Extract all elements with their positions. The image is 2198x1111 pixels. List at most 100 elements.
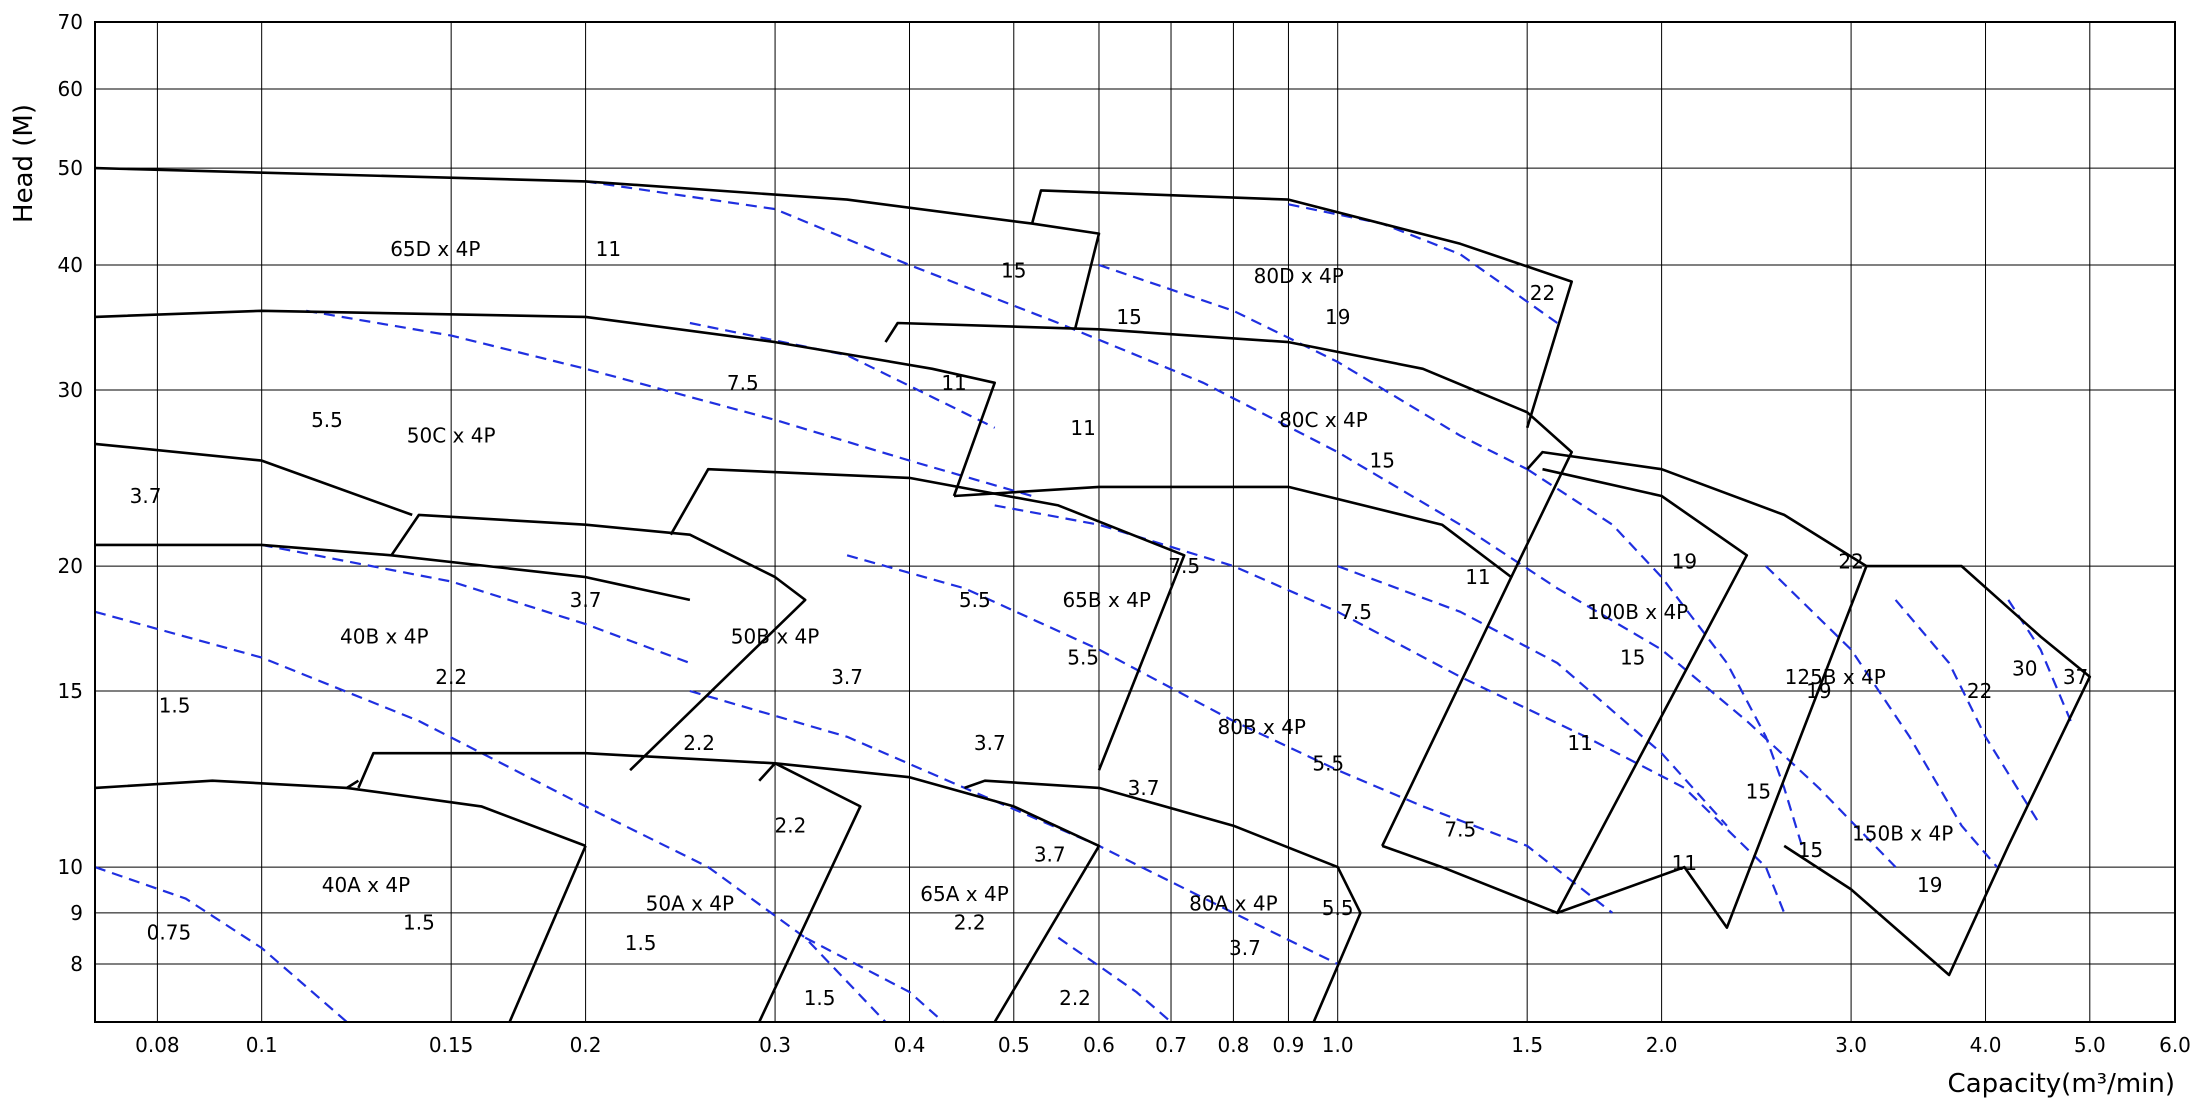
model-label: 80B x 4P	[1217, 715, 1306, 739]
region-80c-x-4p	[954, 323, 1572, 577]
power-label: 30	[2012, 656, 2037, 680]
region-boundary	[94, 779, 360, 790]
x-tick-label: 6.0	[2159, 1033, 2191, 1057]
power-label: 3.7	[974, 731, 1006, 755]
power-label: 22	[1967, 679, 1992, 703]
power-label: 22	[1530, 281, 1555, 305]
power-label: 3.7	[570, 588, 602, 612]
y-tick-label: 8	[70, 952, 83, 976]
y-tick-label: 30	[58, 378, 83, 402]
power-label: 15	[1116, 305, 1141, 329]
power-label: 3.7	[1229, 936, 1261, 960]
model-label: 50C x 4P	[407, 424, 496, 448]
power-line	[1765, 565, 1998, 868]
power-label: 19	[1806, 679, 1831, 703]
x-tick-label: 0.15	[429, 1033, 474, 1057]
power-label: 5.5	[1322, 896, 1354, 920]
region-50b-x-4p	[412, 469, 1184, 770]
power-label: 37	[2063, 665, 2088, 689]
region-boundary	[357, 751, 862, 1023]
power-label: 19	[1672, 550, 1697, 574]
region-boundary	[669, 467, 1186, 771]
power-label: 11	[1567, 731, 1592, 755]
x-axis-title: Capacity(m³/min)	[1948, 1069, 2175, 1099]
power-label: 3.7	[130, 484, 162, 508]
model-label: 65B x 4P	[1062, 588, 1151, 612]
power-line	[846, 554, 1614, 914]
y-tick-label: 60	[58, 77, 83, 101]
y-axis-title: Head (M)	[9, 104, 39, 223]
region-boundary	[884, 321, 1573, 578]
power-label: 7.5	[1340, 600, 1372, 624]
power-label: 15	[1798, 838, 1823, 862]
power-line	[1894, 599, 2042, 827]
power-line	[1288, 203, 1558, 324]
power-label: 2.2	[435, 665, 467, 689]
power-label: 2.2	[683, 731, 715, 755]
power-label: 3.7	[1128, 776, 1160, 800]
power-label: 5.5	[1312, 751, 1344, 775]
y-tick-label: 10	[58, 855, 83, 879]
power-label: 0.75	[147, 921, 192, 945]
power-label: 1.5	[403, 911, 435, 935]
model-label: 80A x 4P	[1189, 891, 1277, 915]
x-tick-label: 0.9	[1273, 1033, 1305, 1057]
power-label: 11	[596, 237, 621, 261]
y-tick-label: 15	[58, 679, 83, 703]
power-line	[585, 180, 1897, 868]
power-label: 5.5	[311, 408, 343, 432]
region-50a-x-4p	[358, 753, 860, 1022]
region-boundary	[390, 513, 807, 772]
x-tick-label: 0.3	[759, 1033, 791, 1057]
power-line	[94, 866, 348, 1023]
power-label: 11	[1070, 416, 1095, 440]
x-tick-label: 1.5	[1511, 1033, 1543, 1057]
region-boundary	[508, 845, 587, 1023]
region-65b-x-4p	[1058, 487, 1511, 846]
power-label: 15	[1746, 780, 1771, 804]
model-label: 80C x 4P	[1279, 408, 1368, 432]
power-line	[94, 610, 887, 1023]
power-label: 1.5	[159, 694, 191, 718]
power-label: 7.5	[727, 371, 759, 395]
grid	[95, 21, 2176, 1022]
power-label: 2.2	[954, 911, 986, 935]
model-label: 100B x 4P	[1587, 600, 1688, 624]
tick-labels: 0.08 0.1 0.15 0.2 0.3 0.4 0.5 0.6 0.7 0.8 0.9 1.0 1.…	[58, 10, 2191, 1057]
power-label: 22	[1838, 550, 1863, 574]
chart-labels: 65D x 4P 80D x 4P 50C x 4P 80C x 4P 40B x 4P…	[130, 237, 2089, 1010]
power-line	[261, 543, 691, 665]
model-label: 40B x 4P	[340, 625, 429, 649]
x-tick-label: 0.6	[1083, 1033, 1115, 1057]
power-line	[1337, 565, 1728, 827]
x-tick-label: 5.0	[2074, 1033, 2106, 1057]
y-tick-label: 40	[58, 253, 83, 277]
power-label: 5.5	[959, 588, 991, 612]
power-label: 19	[1325, 305, 1350, 329]
power-line	[1526, 468, 1803, 847]
model-label: 80D x 4P	[1254, 264, 1344, 288]
power-label: 1.5	[625, 931, 657, 955]
region-boundaries	[94, 166, 2092, 1023]
x-tick-label: 0.4	[894, 1033, 926, 1057]
y-tick-label: 50	[58, 156, 83, 180]
x-tick-label: 1.0	[1322, 1033, 1354, 1057]
region-80d-x-4p	[1032, 190, 1572, 427]
region-boundary	[94, 442, 413, 517]
power-line	[689, 689, 1339, 965]
region-boundary	[1526, 450, 2092, 977]
power-label: 2.2	[1059, 986, 1091, 1010]
x-tick-label: 0.2	[570, 1033, 602, 1057]
y-tick-label: 20	[58, 554, 83, 578]
region-boundary	[95, 543, 691, 602]
x-tick-label: 3.0	[1835, 1033, 1867, 1057]
power-label: 11	[1465, 565, 1490, 589]
power-line	[1057, 936, 1172, 1023]
power-label: 7.5	[1168, 554, 1200, 578]
model-label: 150B x 4P	[1852, 822, 1953, 846]
region-boundary	[94, 309, 997, 497]
x-tick-label: 0.08	[135, 1033, 180, 1057]
power-label: 15	[1620, 646, 1645, 670]
power-label: 3.7	[1034, 842, 1066, 866]
